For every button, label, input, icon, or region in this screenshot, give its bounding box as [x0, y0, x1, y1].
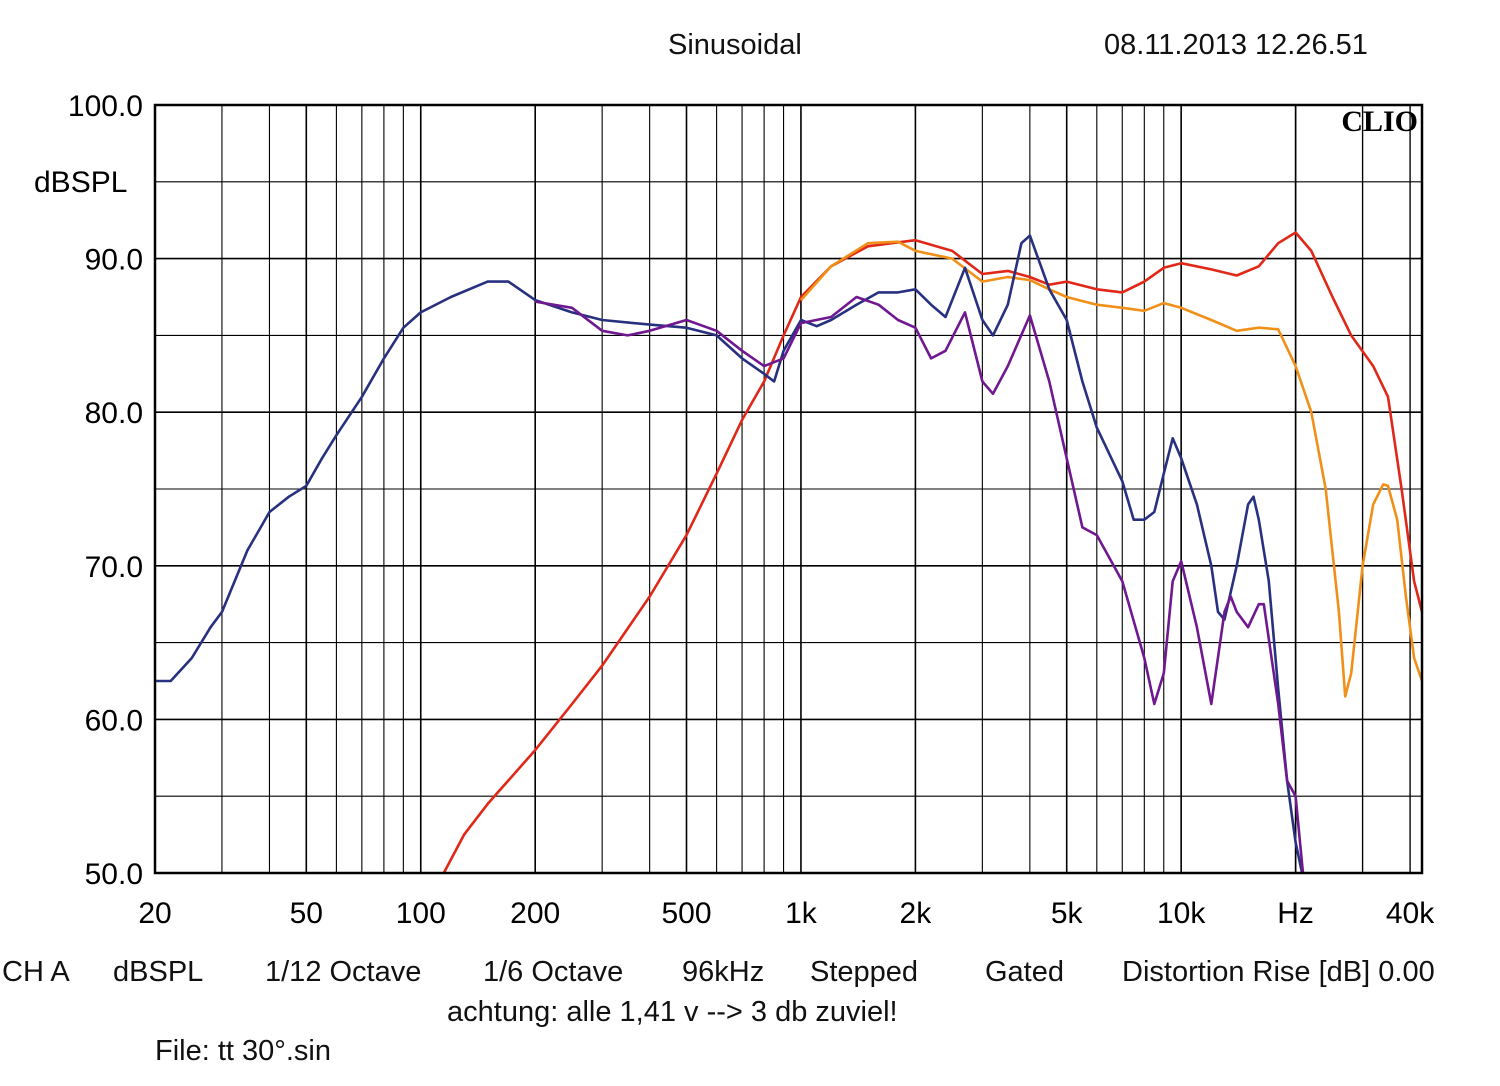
x-tick-label: 50 [290, 897, 323, 930]
footer-setting-sweep: Stepped [810, 956, 919, 988]
y-tick-labels: 100.0 90.0 80.0 70.0 60.0 50.0 [68, 90, 143, 891]
x-tick-labels: 20 50 100 200 500 1k 2k 5k 10k Hz 40k [138, 897, 1435, 930]
series-line-3 [155, 234, 1304, 873]
timestamp-label: 08.11.2013 12.26.51 [1104, 29, 1368, 61]
series-line-2 [800, 240, 1422, 698]
sweep-mode-label: Sinusoidal [668, 29, 802, 61]
x-tick-label: 1k [785, 897, 818, 930]
footer-setting-smoothing: 1/6 Octave [483, 956, 624, 988]
grid-minor-lines [155, 105, 1422, 873]
footer-file: File: tt 30°.sin [155, 1035, 331, 1067]
plot-frame [153, 103, 1424, 875]
series-line-1 [442, 231, 1422, 873]
series-line-4 [534, 295, 1305, 873]
x-tick-label: 5k [1051, 897, 1084, 930]
y-tick-label: 50.0 [85, 858, 143, 891]
footer-note: achtung: alle 1,41 v --> 3 db zuviel! [447, 996, 898, 1028]
footer-setting-samplerate: 96kHz [682, 956, 765, 988]
footer-setting-gating: Gated [985, 956, 1064, 988]
x-tick-label: 20 [138, 897, 171, 930]
x-tick-label: 100 [396, 897, 446, 930]
y-axis-label: dBSPL [34, 166, 127, 199]
x-tick-label: Hz [1277, 897, 1314, 930]
y-tick-label: 80.0 [85, 397, 143, 430]
clio-logo: CLIO [1341, 105, 1418, 138]
y-tick-label: 100.0 [68, 90, 143, 123]
x-tick-label: 500 [661, 897, 711, 930]
y-tick-label: 70.0 [85, 551, 143, 584]
footer-setting-resolution: 1/12 Octave [265, 956, 422, 988]
footer-setting-distortion: Distortion Rise [dB] 0.00 [1122, 956, 1435, 988]
footer-setting-unit: dBSPL [113, 956, 204, 988]
series-layer [155, 231, 1422, 873]
x-tick-label: 10k [1157, 897, 1206, 930]
x-tick-label: 200 [510, 897, 560, 930]
y-tick-label: 60.0 [85, 704, 143, 737]
y-tick-label: 90.0 [85, 244, 143, 277]
x-tick-label: 40k [1386, 897, 1435, 930]
x-tick-label: 2k [900, 897, 933, 930]
footer-setting-channel: CH A [2, 956, 70, 988]
